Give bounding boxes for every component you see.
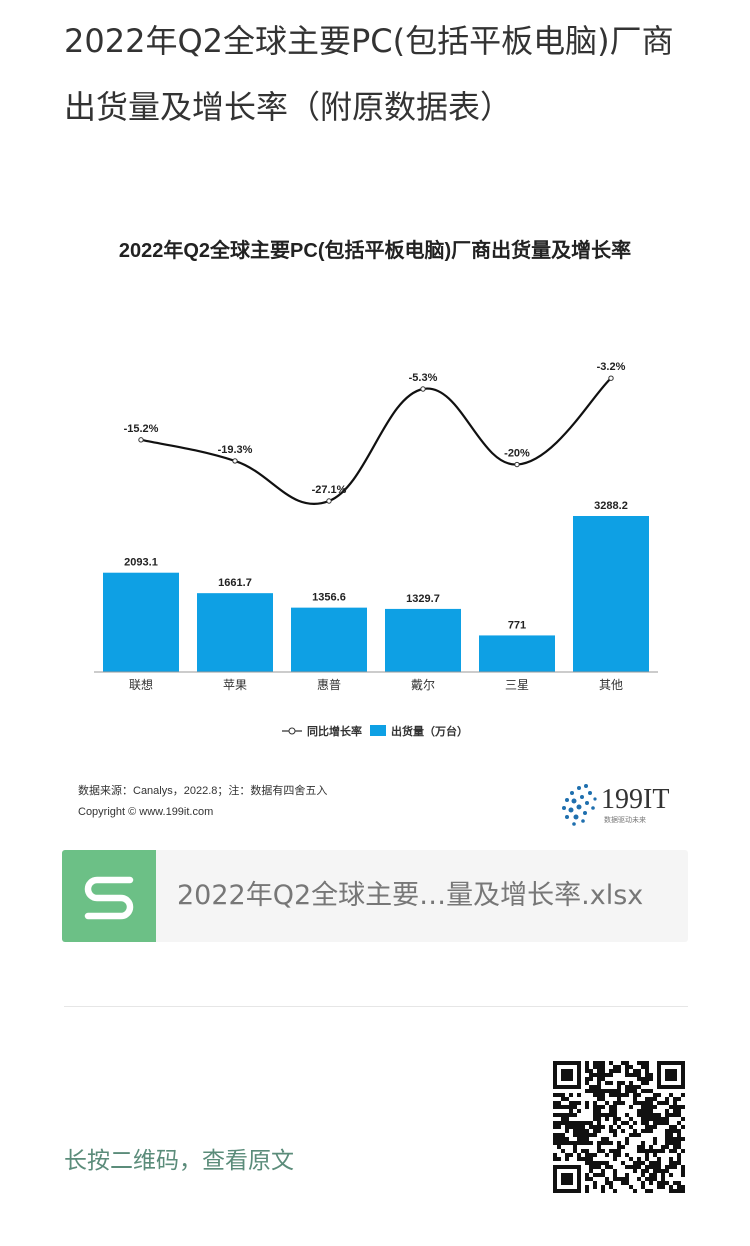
x-tick-label: 惠普: [317, 678, 341, 692]
line-value-label: -5.3%: [409, 372, 438, 384]
line-value-label: -19.3%: [218, 444, 253, 456]
line-value-label: -27.1%: [312, 484, 347, 496]
legend-line-label: 同比增长率: [307, 724, 362, 738]
line-point-5: [514, 461, 520, 468]
qr-code-icon[interactable]: [553, 1061, 685, 1193]
bar-1: [103, 572, 179, 672]
legend-line-marker: [288, 727, 296, 735]
x-tick-label: 三星: [505, 678, 529, 692]
x-tick-label: 联想: [129, 677, 153, 692]
article-title: 2022年Q2全球主要PC(包括平板电脑)厂商出货量及增长率（附原数据表）: [64, 22, 674, 126]
growth-rate-line: [140, 377, 612, 505]
bar-value-label: 1329.7: [406, 593, 440, 605]
brand-tagline: 数据驱动未来: [604, 815, 646, 824]
line-point-3: [326, 498, 332, 504]
bar-4: [385, 608, 461, 672]
qr-hint: 长按二维码，查看原文: [64, 1148, 294, 1174]
file-attachment[interactable]: 2022年Q2全球主要…量及增长率.xlsx: [62, 850, 688, 942]
spreadsheet-icon: [62, 850, 156, 942]
bar-6: [573, 516, 649, 672]
bar-series: 2093.1 1661.7 1356.6 1329.7 771 3288.2: [103, 500, 649, 672]
x-tick-labels: 联想 苹果 惠普 戴尔 三星 其他: [129, 677, 623, 692]
chart-title: 2022年Q2全球主要PC(包括平板电脑)厂商出货量及增长率: [119, 238, 631, 262]
bar-value-label: 1661.7: [218, 577, 252, 589]
chart-copyright: Copyright © www.199it.com: [78, 806, 213, 818]
line-value-label: -15.2%: [124, 423, 159, 435]
line-point-2: [232, 458, 238, 464]
line-value-label: -20%: [504, 448, 530, 460]
divider: [64, 1006, 688, 1007]
legend-bar-swatch: [370, 725, 386, 736]
chart-image[interactable]: 2022年Q2全球主要PC(包括平板电脑)厂商出货量及增长率 2093.1 166…: [62, 210, 688, 835]
x-tick-label: 戴尔: [411, 677, 435, 692]
line-value-label: -3.2%: [597, 361, 626, 373]
line-point-4: [420, 386, 426, 392]
legend: 同比增长率 出货量（万台）: [282, 724, 468, 738]
file-name: 2022年Q2全球主要…量及增长率.xlsx: [177, 880, 644, 911]
bar-value-label: 771: [508, 619, 526, 631]
bar-value-label: 3288.2: [594, 500, 628, 512]
line-series: -15.2% -19.3% -27.1% -5.3% -20% -3.2%: [124, 361, 626, 505]
chart-source: 数据来源：Canalys，2022.8；注：数据有四舍五入: [78, 783, 327, 797]
brand-logo-icon: [562, 784, 597, 826]
line-point-6: [608, 375, 614, 381]
line-point-1: [138, 437, 144, 443]
bar-3: [291, 607, 367, 672]
brand-name: 199IT: [601, 784, 669, 815]
bar-5: [479, 635, 555, 672]
legend-bar-label: 出货量（万台）: [391, 724, 468, 738]
x-tick-label: 苹果: [223, 678, 247, 692]
x-tick-label: 其他: [599, 678, 623, 692]
bar-value-label: 2093.1: [124, 557, 158, 569]
chart-svg: 2022年Q2全球主要PC(包括平板电脑)厂商出货量及增长率 2093.1 166…: [78, 238, 669, 826]
bar-value-label: 1356.6: [312, 592, 346, 604]
bar-2: [197, 593, 273, 672]
brand-logo: 199IT 数据驱动未来: [562, 784, 669, 826]
